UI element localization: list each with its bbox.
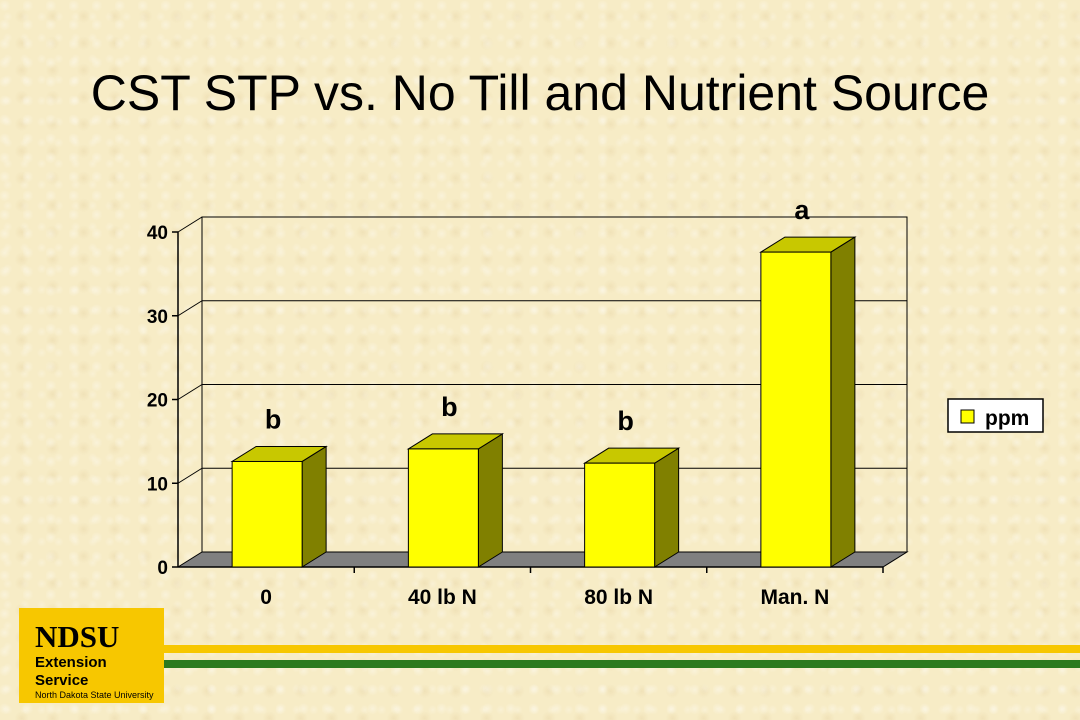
chart-bars xyxy=(230,236,857,568)
logo-name: NDSU xyxy=(35,619,120,654)
significance-label: a xyxy=(794,195,810,225)
y-tick-label: 30 xyxy=(147,307,168,328)
x-category-label: 0 xyxy=(260,586,272,609)
gridline-side xyxy=(177,300,203,317)
logo-extension-service: Extension Service xyxy=(35,654,107,689)
x-category-label: 40 lb N xyxy=(408,586,477,609)
significance-label: b xyxy=(617,406,634,436)
legend-swatch xyxy=(960,409,975,424)
bar xyxy=(231,460,303,568)
y-tick-label: 10 xyxy=(147,474,168,495)
bar xyxy=(407,448,479,568)
bar-side xyxy=(654,447,680,568)
legend-label-ppm: ppm xyxy=(985,407,1029,430)
significance-label: b xyxy=(265,404,282,434)
x-category-label: 80 lb N xyxy=(584,586,653,609)
logo-university: North Dakota State University xyxy=(35,690,154,700)
bar xyxy=(584,462,656,568)
chart-labels: 0 b 40 lb N b 80 lb N b Man. N a xyxy=(260,195,829,609)
ndsu-logo: NDSU Extension Service North Dakota Stat… xyxy=(19,608,164,703)
footer-stripe-green xyxy=(163,660,1080,668)
gridline-side xyxy=(177,216,203,233)
gridline-side xyxy=(177,384,203,400)
y-tick-label: 20 xyxy=(147,391,168,412)
legend: ppm xyxy=(947,398,1044,433)
y-tick-label: 40 xyxy=(147,223,168,244)
bar xyxy=(760,251,832,568)
bar-side xyxy=(830,236,856,568)
bar-side xyxy=(301,445,327,568)
y-tick-label: 0 xyxy=(157,558,168,579)
x-category-label: Man. N xyxy=(760,586,829,609)
footer-stripe-gold xyxy=(163,645,1080,653)
gridline-side xyxy=(177,467,203,484)
significance-label: b xyxy=(441,392,458,422)
bar-side xyxy=(477,433,503,568)
slide-title: CST STP vs. No Till and Nutrient Source xyxy=(90,65,990,121)
